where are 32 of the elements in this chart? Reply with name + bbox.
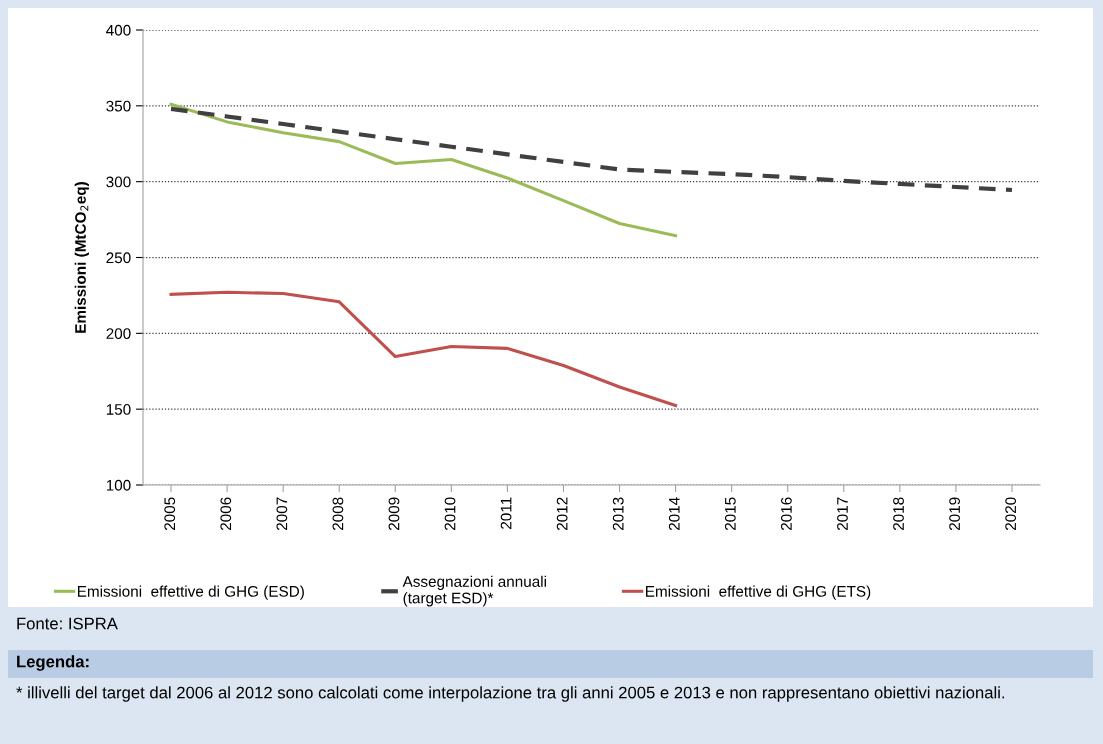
x-tick-label: 2011 [500,497,512,529]
x-tick-label: 2015 [724,497,736,531]
line-series [169,290,678,408]
x-tick-label: 2012 [556,497,568,531]
source-note: Fonte: ISPRA [17,617,118,630]
y-tick-label: 100 [106,479,131,491]
y-tick-label: 400 [106,24,131,36]
legend-label: Assegnazioni annuali (target ESD)* [402,575,546,607]
legend-label: Emissioni effettive di GHG (ESD) [77,585,304,600]
text: Legenda: [17,655,89,671]
line-series [169,102,678,238]
y-axis-title: Emissioni (MtCO$_{2}$eq) [74,182,89,333]
x-tick-label: 2018 [893,497,904,531]
x-tick-label: 2007 [276,497,288,531]
y-tick-label: 250 [106,252,131,264]
legend-label: Emissioni effettive di GHG (ETS) [646,585,871,600]
x-tick-label: 2009 [388,497,400,531]
x-tick-label: 2014 [668,497,680,531]
x-tick-label: 2020 [1005,497,1017,531]
x-tick-label: 2005 [164,497,176,531]
y-tick-label: 300 [106,176,131,188]
y-tick-label: 150 [106,404,131,415]
text: * illivelli del target dal 2006 al 2012 sono calcolati come interpolazione tra gli anni 2005 e 2013 e non rappresentano obiettivi nazionali. [16,686,1005,702]
y-tick-label: 200 [106,328,131,340]
x-tick-label: 2019 [949,497,961,531]
x-tick-label: 2006 [220,497,232,531]
y-tick-label: 350 [106,100,131,112]
x-tick-label: 2017 [837,497,848,531]
x-tick-label: 2013 [612,497,624,531]
x-tick-label: 2016 [781,497,792,531]
x-tick-label: 2008 [332,497,344,531]
x-tick-label: 2010 [444,497,456,531]
